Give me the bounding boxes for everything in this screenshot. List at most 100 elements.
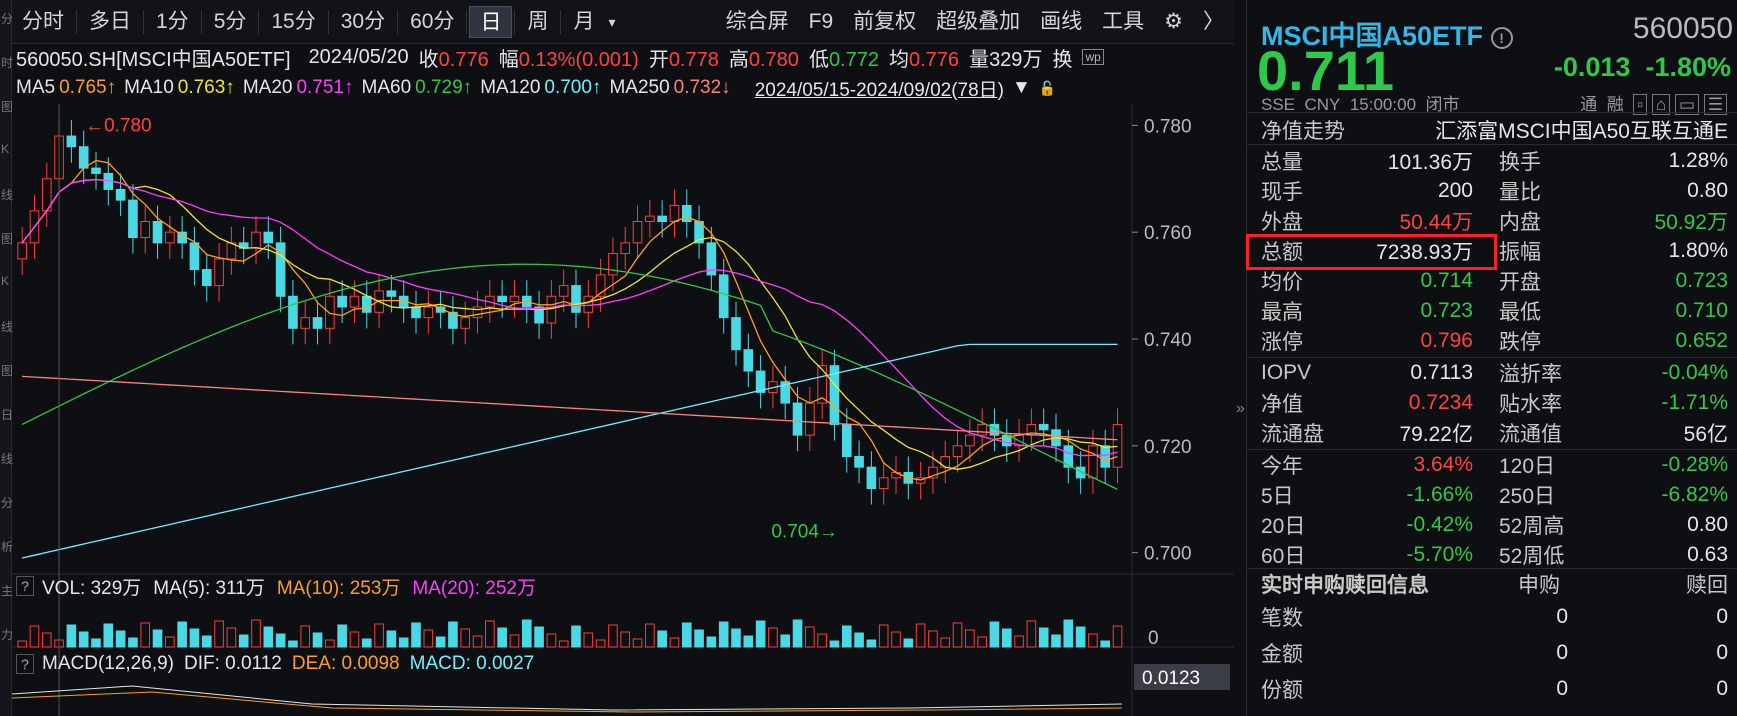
volume-bar [448, 621, 458, 648]
row-value: 0 [1716, 677, 1728, 700]
quote-row: 总量 101.36万 换手 1.28% [1247, 146, 1737, 176]
ma-legend: MA5 0.765↑ MA10 0.763↑ MA20 0.751↑ MA60 0.72… [12, 74, 1234, 102]
candle-body [866, 466, 877, 490]
row-label: 开盘 [1499, 271, 1541, 294]
volume-bar [152, 629, 163, 648]
lock-icon[interactable]: 🔓 [1038, 79, 1057, 96]
candle-body [214, 258, 224, 287]
row-label: 20日 [1261, 515, 1306, 538]
toolbar-item-2[interactable]: 前复权 [853, 9, 917, 33]
candle-body [497, 295, 507, 303]
range-dropdown-icon[interactable]: ▼ [1012, 77, 1031, 98]
date-label: 2024/05/20 [308, 45, 409, 68]
volume-bar [1100, 640, 1111, 648]
tab-period-1[interactable]: 多日 [89, 9, 131, 33]
left-tab-char: 线 [1, 452, 14, 466]
tab-period-4[interactable]: 15分 [271, 9, 316, 33]
nav-trend-label[interactable]: 净值走势 [1261, 120, 1345, 143]
volume-bar [878, 624, 889, 648]
fund-code: 560050 [1632, 12, 1733, 45]
toolbar-item-1[interactable]: F9 [808, 9, 834, 33]
candle-body [312, 317, 323, 329]
ma120-value: 0.700↑ [544, 77, 602, 98]
quote-row: IOPV 0.7113 溢折率 -0.04% [1247, 358, 1737, 388]
help-icon[interactable]: ? [16, 576, 34, 596]
volume-bar [1051, 634, 1061, 648]
range-label: 幅0.13%(0.001) [498, 48, 639, 71]
period-dropdown-icon[interactable]: ▾ [608, 13, 616, 30]
candle-body [423, 306, 434, 319]
chart-toolbar: 分时 多日 1分 5分 15分 30分 60分日周月 ▾ 综合屏 F9 前复权 超级叠加 画线 工具 … [12, 0, 1234, 44]
tab-period-3[interactable]: 5分 [213, 9, 247, 33]
left-tab-char: 图 [1, 364, 14, 378]
candle-body [583, 295, 594, 313]
volume-bar [337, 624, 347, 648]
divider [200, 9, 202, 34]
info-icon[interactable]: ! [1490, 26, 1513, 49]
kline-chart[interactable]: 0.780 0.760 0.740 0.720 0.700 ←0.780 0.704→ 0 0.… [12, 104, 1234, 716]
candle-body [805, 402, 815, 436]
candle-body [115, 188, 126, 201]
candle-body [829, 365, 840, 425]
volume-bar [140, 622, 151, 648]
divider [397, 9, 399, 34]
volume-bar [1038, 627, 1049, 648]
ma250-line [22, 375, 1118, 441]
toolbar-item-4[interactable]: 画线 [1040, 9, 1083, 33]
volume-bar [312, 632, 323, 648]
toolbar-item-3[interactable]: 超级叠加 [936, 9, 1021, 33]
collapse-panel-icon[interactable]: » [1236, 400, 1245, 417]
volume-bar [558, 640, 569, 648]
tab-period-5[interactable]: 30分 [340, 9, 386, 33]
volume-bar [903, 638, 914, 648]
tab-period-2[interactable]: 1分 [156, 9, 189, 33]
toolbar-item-5[interactable]: 工具 [1102, 9, 1145, 33]
volume-bar [41, 632, 52, 648]
wp-icon[interactable]: wp [1082, 49, 1104, 65]
ma60-label: MA60 [361, 77, 412, 98]
candle-body [275, 242, 286, 297]
candle-body [546, 295, 557, 324]
left-tab-char: 线 [1, 320, 14, 334]
row-label: 总额 [1261, 241, 1303, 264]
chevron-right-icon[interactable]: 〉 [1203, 9, 1224, 33]
candle-body [91, 167, 101, 174]
ma120-line [22, 343, 1118, 559]
row-value: -1.66% [1406, 483, 1473, 506]
low-mark-label: 0.704→ [771, 521, 838, 542]
ma20-line [21, 178, 1118, 457]
subscribe-header: 实时申购赎回信息 申购 赎回 [1247, 568, 1737, 600]
left-tab-char: 分 [1, 12, 14, 26]
subscribe-row: 笔数 0 0 [1247, 602, 1737, 632]
tab-period-6[interactable]: 60分 [410, 9, 455, 33]
tab-period-9[interactable]: 月 [573, 9, 595, 33]
volume-header: ? VOL: 329万 MA(5): 311万 MA(10): 253万 MA(… [12, 572, 1234, 600]
candle-body [571, 285, 581, 313]
tab-period-8[interactable]: 周 [527, 9, 549, 33]
volume-bar [300, 625, 311, 648]
row-value: -0.28% [1661, 453, 1728, 476]
row-value: 3.64% [1413, 453, 1473, 476]
row-value: 0.723 [1420, 299, 1473, 322]
row-value: -0.42% [1406, 513, 1473, 536]
toolbar-right-group: 综合屏 F9 前复权 超级叠加 画线 工具 [716, 6, 1155, 38]
gear-icon[interactable]: ⚙ [1164, 9, 1183, 33]
row-value: 0.80 [1687, 513, 1728, 536]
tab-period-0[interactable]: 分时 [22, 9, 64, 33]
left-tab-char: 日 [1, 408, 14, 422]
quote-row: 60日 -5.70% 52周低 0.63 [1247, 540, 1737, 570]
row-value: 0.710 [1675, 299, 1728, 322]
divider [466, 9, 468, 34]
toolbar-item-0[interactable]: 综合屏 [725, 9, 789, 33]
volume-bar [829, 640, 840, 648]
date-range-selector[interactable]: 2024/05/15-2024/09/02(78日) [754, 79, 1004, 101]
tab-period-7[interactable]: 日 [469, 5, 513, 38]
macd-axis-label: 0.0123 [1142, 668, 1200, 689]
row-label: 5日 [1261, 485, 1294, 508]
ma120-label: MA120 [480, 77, 541, 98]
nav-trend-row[interactable]: 净值走势 汇添富MSCI中国A50互联互通E [1247, 115, 1737, 145]
divider [1247, 357, 1737, 358]
help-icon[interactable]: ? [16, 654, 34, 674]
volume-bar [460, 628, 471, 648]
